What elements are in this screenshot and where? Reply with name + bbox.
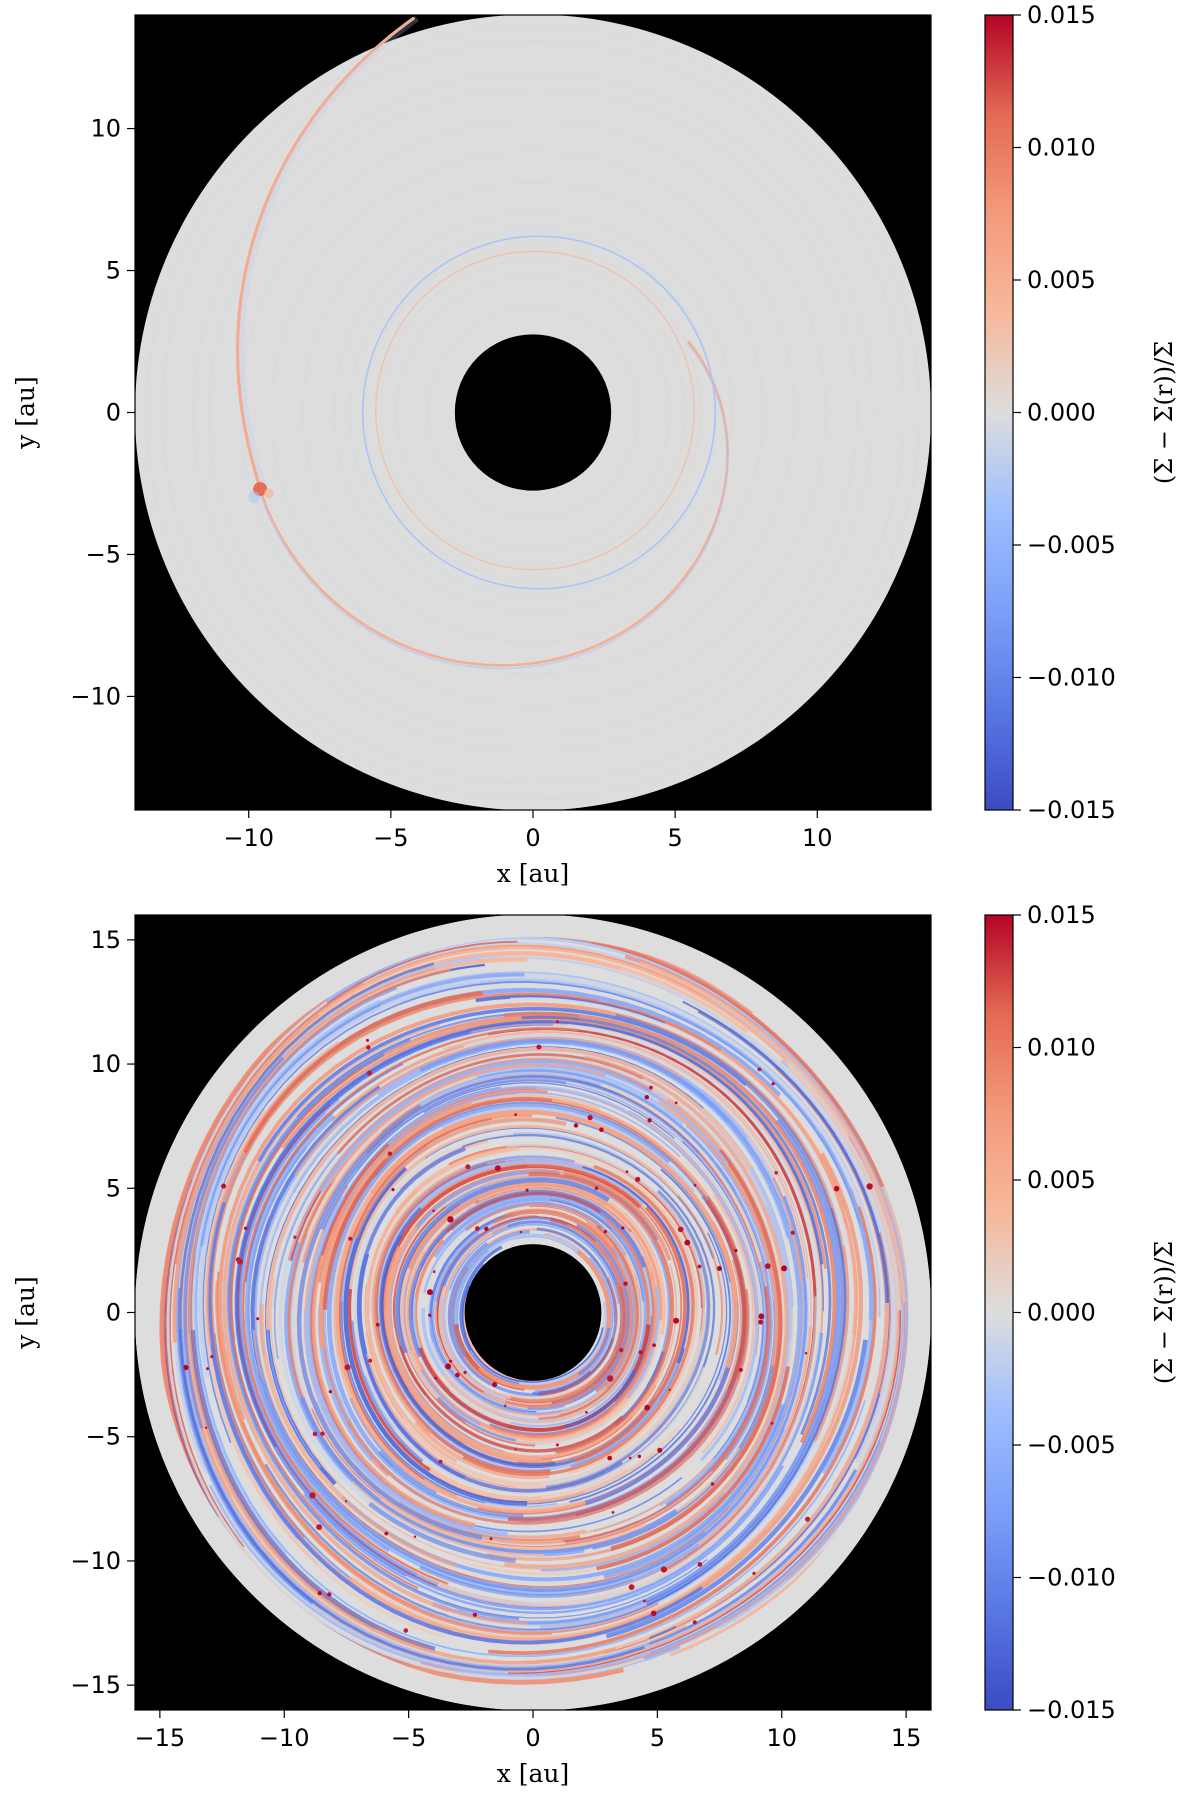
colorbar-tick-label: 0.000 (1027, 399, 1096, 427)
colorbar-tick-label: −0.010 (1027, 1564, 1116, 1592)
colorbar-tick-label: −0.005 (1027, 1431, 1116, 1459)
colorbar-tick-label: 0.000 (1027, 1299, 1096, 1327)
colorbar-tick-label: 0.010 (1027, 1034, 1096, 1062)
colorbar-label: (Σ − Σ(r))/Σ (1150, 341, 1178, 484)
colorbar-tick-label: −0.015 (1027, 1696, 1116, 1724)
y-tick-label: 0 (106, 399, 121, 427)
colorbar (984, 914, 1014, 1711)
y-tick-label: 10 (90, 1050, 121, 1078)
colorbar-tick-label: −0.005 (1027, 531, 1116, 559)
x-axis-label: x [au] (497, 859, 570, 888)
colorbar-label: (Σ − Σ(r))/Σ (1150, 1241, 1178, 1384)
y-tick-label: 10 (90, 115, 121, 143)
x-tick-label: 5 (668, 824, 683, 852)
y-tick-label: 5 (106, 1174, 121, 1202)
panel-1: −10 −5 0 5 10 −10 −5 0 5 10 x [au] y [au] 0.015 0.010… (11, 1, 1178, 888)
x-tick-label: 5 (650, 1724, 665, 1752)
x-axis-label: x [au] (497, 1759, 570, 1788)
x-tick-label: 10 (802, 824, 833, 852)
colorbar-tick-label: 0.010 (1027, 134, 1096, 162)
colorbar-tick-label: −0.015 (1027, 796, 1116, 824)
colorbar-tick-label: 0.015 (1027, 901, 1096, 929)
y-tick-label: −10 (70, 682, 121, 710)
x-tick-label: 10 (766, 1724, 797, 1752)
x-tick-label: −15 (135, 1724, 186, 1752)
colorbar-tick-label: 0.005 (1027, 266, 1096, 294)
y-tick-label: −10 (70, 1547, 121, 1575)
y-tick-label: −5 (86, 540, 121, 568)
x-tick-label: 0 (525, 1724, 540, 1752)
density-structure (135, 915, 931, 1710)
colorbar (984, 14, 1014, 811)
inner-cavity (464, 1244, 602, 1381)
colorbar-tick-label: 0.005 (1027, 1166, 1096, 1194)
y-tick-label: −5 (86, 1423, 121, 1451)
colorbar-tick-label: −0.010 (1027, 664, 1116, 692)
y-axis-label: y [au] (11, 1276, 40, 1350)
y-tick-label: 5 (106, 257, 121, 285)
x-tick-label: −5 (391, 1724, 426, 1752)
x-tick-label: −10 (223, 824, 274, 852)
y-axis-label: y [au] (11, 376, 40, 450)
y-tick-label: 0 (106, 1299, 121, 1327)
inner-cavity (454, 334, 612, 491)
density-structure (144, 16, 922, 801)
x-tick-label: −5 (373, 824, 408, 852)
x-tick-label: −10 (259, 1724, 310, 1752)
y-tick-label: 15 (90, 926, 121, 954)
panel-2: −15 −10 −5 0 5 10 15 −15 −10 −5 0 5 10 15 x [au] y [au]… (11, 901, 1178, 1788)
x-tick-label: 15 (891, 1724, 922, 1752)
colorbar-tick-label: 0.015 (1027, 1, 1096, 29)
y-tick-label: −15 (70, 1671, 121, 1699)
x-tick-label: 0 (525, 824, 540, 852)
